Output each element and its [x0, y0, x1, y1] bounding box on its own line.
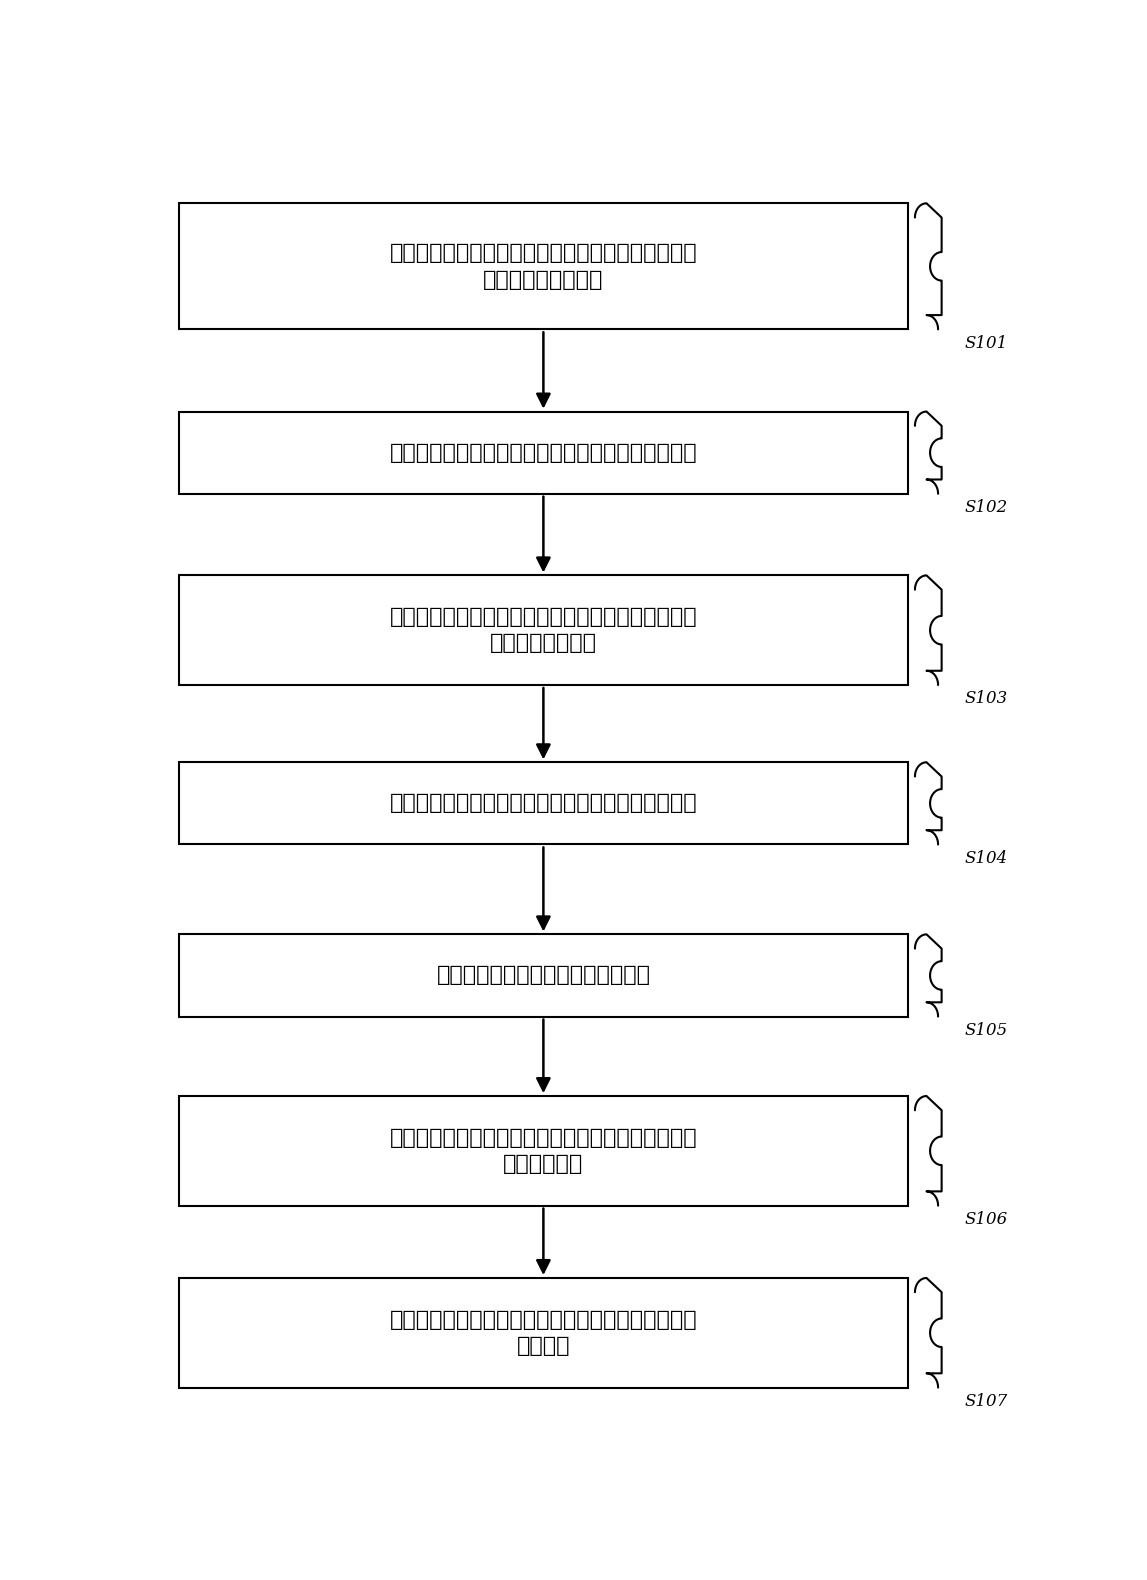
- Text: S105: S105: [965, 1022, 1008, 1040]
- Text: S104: S104: [965, 850, 1008, 867]
- Text: S107: S107: [965, 1394, 1008, 1409]
- Text: S102: S102: [965, 499, 1008, 517]
- Text: 启动背心上与心脏位置所对应的区域的采集片以采集
运动者的心率信号: 启动背心上与心脏位置所对应的区域的采集片以采集 运动者的心率信号: [390, 607, 697, 654]
- FancyBboxPatch shape: [179, 934, 908, 1016]
- Text: 通过背心上的速度传感器检测运动者的康复运动的速
度是否大于预设速度: 通过背心上的速度传感器检测运动者的康复运动的速 度是否大于预设速度: [390, 243, 697, 289]
- Text: 判断标准心率值持续大于预设心率值的第一时间是否
大于第二时间: 判断标准心率值持续大于预设心率值的第一时间是否 大于第二时间: [390, 1128, 697, 1174]
- Text: S103: S103: [965, 690, 1008, 708]
- Text: 判断标准心率值是否大于预设心率值: 判断标准心率值是否大于预设心率值: [436, 965, 650, 986]
- Text: 对心率信号进行预处理以获取预处理后的标准心率值: 对心率信号进行预处理以获取预处理后的标准心率值: [390, 793, 697, 814]
- Text: 通过背心上的扫描器扫描人体以确定人体的心脏位置: 通过背心上的扫描器扫描人体以确定人体的心脏位置: [390, 442, 697, 463]
- FancyBboxPatch shape: [179, 1097, 908, 1206]
- Text: 背心上的警报器产生报警以提醒运动者让运动者停止
康复运动: 背心上的警报器产生报警以提醒运动者让运动者停止 康复运动: [390, 1310, 697, 1356]
- FancyBboxPatch shape: [179, 411, 908, 493]
- FancyBboxPatch shape: [179, 204, 908, 329]
- FancyBboxPatch shape: [179, 762, 908, 844]
- Text: S106: S106: [965, 1212, 1008, 1228]
- FancyBboxPatch shape: [179, 575, 908, 686]
- Text: S101: S101: [965, 335, 1008, 352]
- FancyBboxPatch shape: [179, 1278, 908, 1387]
